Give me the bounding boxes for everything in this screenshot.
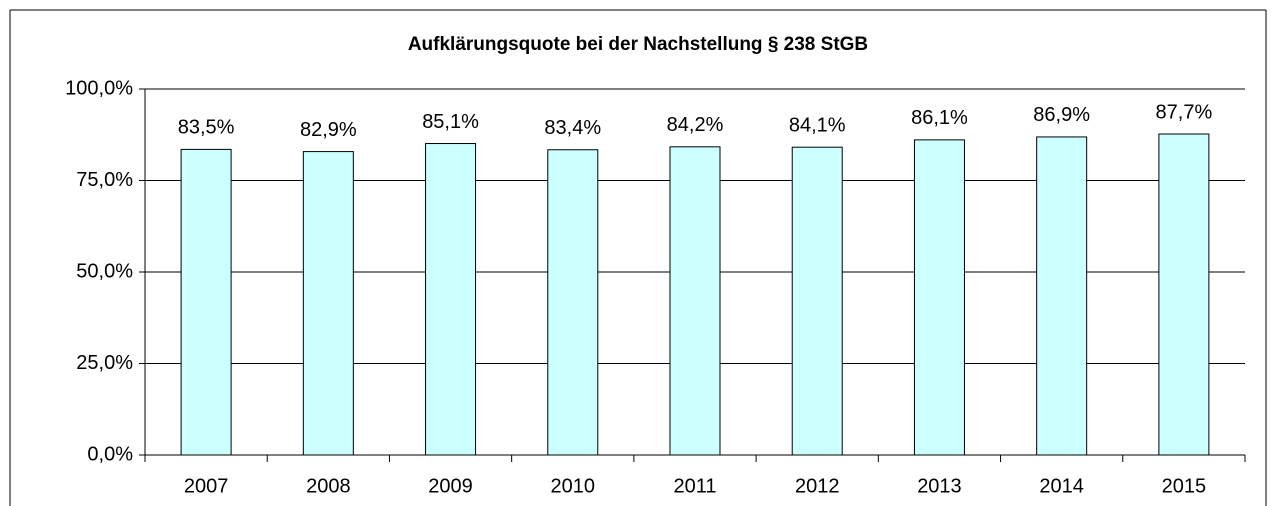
data-label: 83,4%: [544, 117, 601, 139]
bar: [1158, 133, 1210, 456]
x-tick-label: 2010: [551, 475, 596, 497]
data-label: 86,9%: [1033, 104, 1090, 126]
data-label: 83,5%: [178, 117, 235, 139]
x-tick-label: 2009: [428, 475, 473, 497]
data-label: 84,1%: [789, 114, 846, 136]
x-tick-label: 2008: [306, 475, 351, 497]
x-tick-label: 2015: [1162, 475, 1207, 497]
bar: [1036, 136, 1088, 456]
y-tick-label: 50,0%: [76, 260, 133, 282]
bar: [425, 143, 477, 456]
y-tick-label: 100,0%: [65, 77, 133, 99]
y-tick-label: 0,0%: [87, 443, 133, 465]
chart-title: Aufklärungsquote bei der Nachstellung § …: [408, 34, 868, 55]
bar: [669, 146, 721, 456]
x-tick-label: 2011: [673, 475, 716, 497]
data-label: 85,1%: [422, 111, 479, 133]
y-tick-label: 25,0%: [76, 352, 133, 374]
y-tick-label: 75,0%: [76, 169, 133, 191]
data-label: 82,9%: [300, 119, 357, 141]
x-tick-label: 2013: [917, 475, 962, 497]
data-label: 84,2%: [667, 114, 724, 136]
bar: [180, 148, 232, 456]
x-tick-label: 2014: [1039, 475, 1084, 497]
x-tick-label: 2012: [795, 475, 840, 497]
bar: [791, 146, 843, 456]
data-label: 86,1%: [911, 107, 968, 129]
x-tick-label: 2007: [184, 475, 229, 497]
bar: [302, 151, 354, 456]
bar: [547, 149, 599, 456]
bar: [913, 139, 965, 456]
data-label: 87,7%: [1156, 101, 1213, 123]
